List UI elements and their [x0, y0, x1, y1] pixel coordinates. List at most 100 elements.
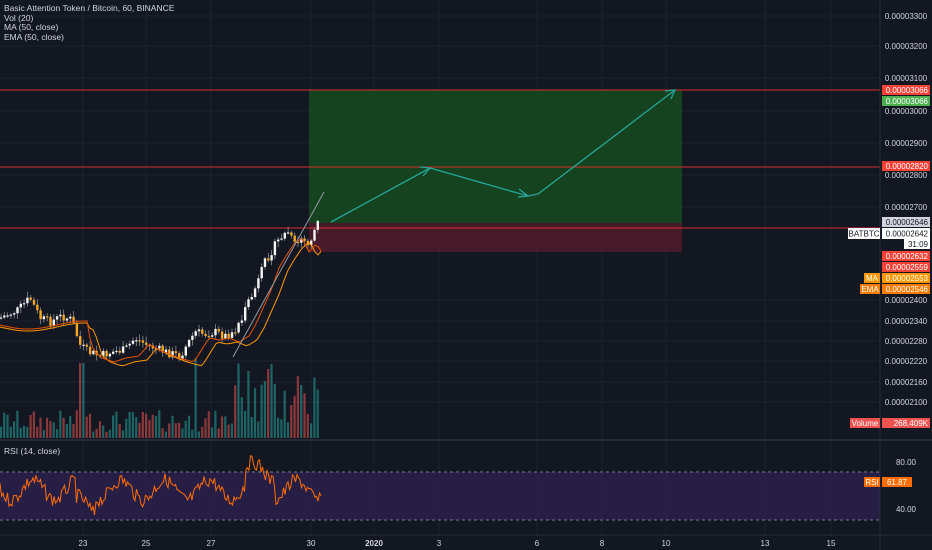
- volume-bar: [280, 419, 283, 438]
- mid-tag: [882, 161, 930, 171]
- profit-zone[interactable]: [309, 90, 682, 223]
- volume-bar: [227, 424, 230, 438]
- rsi-axis[interactable]: 80.00 40.00 RSI 61.87: [864, 458, 917, 514]
- volume-bar: [154, 416, 158, 438]
- candle-body: [224, 333, 227, 339]
- volume-bar: [161, 428, 164, 438]
- volume-bar: [214, 410, 217, 438]
- volume-bar: [273, 383, 276, 438]
- last-price-tag: [882, 228, 930, 239]
- volume-bar: [184, 420, 187, 438]
- target-tag-red: [882, 85, 930, 95]
- ema-value-text: 0.00002546: [886, 285, 929, 294]
- target-tag-green-text: 0.00003066: [886, 97, 929, 106]
- volume-bar: [0, 426, 3, 438]
- candle-body: [158, 345, 161, 349]
- ema-tag-text: EMA: [861, 285, 879, 294]
- candle-body: [286, 232, 290, 234]
- candle-body: [257, 278, 260, 289]
- volume-bar: [108, 429, 111, 438]
- volume-bar: [26, 426, 29, 438]
- candle-body: [26, 297, 29, 304]
- price-tags: 0.00003066 0.00003066 0.00002820 0.00002…: [848, 85, 930, 428]
- volume-bar: [102, 425, 105, 438]
- volume-bar: [39, 417, 42, 438]
- ma-tag-text: MA: [866, 274, 879, 283]
- candle-body: [79, 336, 82, 345]
- candle-body: [36, 304, 39, 311]
- volume-bar: [125, 418, 128, 438]
- candle-body: [214, 328, 217, 336]
- candle-body: [280, 238, 283, 240]
- volume-bar: [253, 388, 257, 438]
- volume-bar: [230, 423, 233, 438]
- rsi-band: [0, 472, 880, 520]
- volume-bar: [296, 376, 299, 438]
- candle-body: [237, 322, 240, 333]
- time-axis[interactable]: 23 25 27 30 2020 3 6 8 10 13 15: [79, 539, 836, 548]
- ema-indicator-label[interactable]: EMA (50, close): [4, 31, 64, 42]
- volume-bar: [112, 415, 115, 438]
- candle-body: [184, 346, 187, 356]
- ema-line: [0, 238, 322, 363]
- time-tick: 13: [761, 539, 770, 548]
- volume-bar: [72, 424, 75, 438]
- candle-body: [250, 296, 253, 300]
- ema-tag: [860, 284, 880, 294]
- projection-path[interactable]: [330, 89, 677, 223]
- price-candles: [0, 219, 319, 362]
- volume-bar: [211, 427, 214, 438]
- time-tick: 2020: [365, 539, 383, 548]
- candle-body: [13, 313, 16, 315]
- price-axis[interactable]: 0.00003300 0.00003200 0.00003100 0.00003000…: [885, 12, 928, 407]
- volume-bar: [69, 415, 72, 438]
- candle-body: [204, 333, 207, 336]
- volume-tag-text: Volume: [852, 419, 879, 428]
- volume-bar: [105, 431, 108, 438]
- volume-bar: [313, 377, 316, 438]
- price-tick: 0.00002160: [885, 378, 928, 387]
- volume-bar: [118, 424, 121, 438]
- rsi-indicator-label[interactable]: RSI (14, close): [4, 446, 61, 456]
- volume-bar: [171, 415, 174, 438]
- symbol-title[interactable]: Basic Attention Token / Bitcoin, 60, BIN…: [4, 3, 175, 13]
- candle-body: [69, 316, 72, 319]
- ma-indicator-label[interactable]: MA (50, close): [4, 22, 59, 32]
- volume-bar: [303, 393, 306, 438]
- candle-body: [62, 314, 65, 321]
- loss-zone[interactable]: [309, 223, 682, 252]
- volume-bar: [277, 417, 280, 438]
- volume-bar: [82, 363, 85, 438]
- volume-bar: [138, 422, 141, 438]
- vol-indicator-label[interactable]: Vol (20): [4, 12, 34, 23]
- symbol-tag: [848, 228, 880, 239]
- volume-bar: [3, 412, 6, 438]
- candle-body: [115, 350, 118, 353]
- candle-body: [121, 346, 125, 353]
- trend-line[interactable]: [232, 191, 325, 358]
- volume-bar: [115, 411, 118, 438]
- rsi-value-text: 61.87: [887, 478, 908, 487]
- rsi-value-tag: [882, 477, 912, 487]
- volume-bar: [6, 414, 9, 438]
- candle-body: [220, 331, 224, 339]
- candle-body: [88, 346, 92, 355]
- candle-body: [138, 340, 141, 342]
- candle-body: [125, 345, 128, 347]
- volume-bar: [9, 426, 12, 438]
- candle-body: [277, 239, 280, 242]
- chart-legend: Basic Attention Token / Bitcoin, 60, BIN…: [4, 3, 175, 42]
- candle-body: [168, 349, 171, 358]
- volume-bar: [187, 415, 191, 438]
- volume-bar: [65, 424, 68, 438]
- symbol-tag-text: BATBTC: [849, 230, 880, 239]
- target-tag-green: [882, 96, 930, 106]
- volume-bar: [263, 381, 266, 438]
- volume-bar: [316, 389, 319, 438]
- candle-body: [316, 220, 319, 230]
- volume-bar: [164, 431, 167, 438]
- price-tick: 0.00002900: [885, 139, 928, 148]
- price-tick: 0.00002220: [885, 357, 928, 366]
- volume-bar: [158, 410, 161, 438]
